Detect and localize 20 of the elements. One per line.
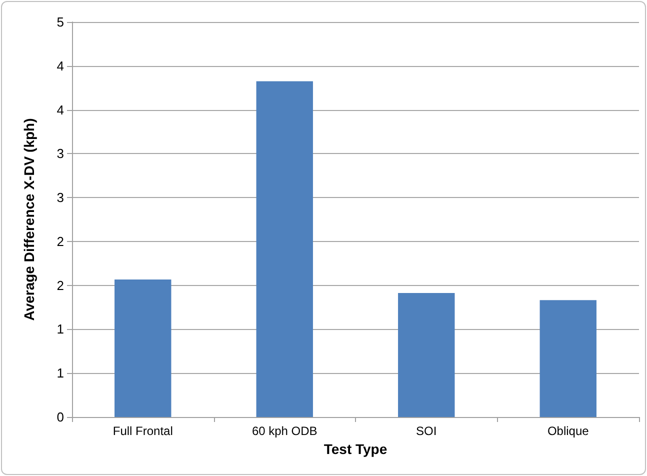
y-tick-label: 3 (56, 146, 64, 162)
y-tick-label: 0 (56, 410, 64, 424)
bar (540, 300, 596, 417)
x-axis-title: Test Type (324, 440, 388, 457)
y-tick-label: 4 (56, 102, 64, 118)
y-tick-label: 5 (56, 14, 64, 30)
y-tick-label: 4 (56, 58, 64, 74)
y-tick-label: 3 (56, 190, 64, 206)
x-tick-label: Full Frontal (112, 424, 173, 438)
y-axis-title: Average Difference X-DV (kph) (21, 118, 37, 321)
y-tick-label: 1 (56, 366, 64, 381)
bar (398, 292, 455, 417)
y-tick-label: 2 (56, 234, 64, 249)
y-tick-label: 2 (56, 278, 64, 293)
bar (256, 81, 313, 417)
x-tick-label: SOI (416, 424, 437, 438)
x-tick-label: Oblique (547, 424, 590, 438)
x-tick-label: 60 kph ODB (252, 424, 318, 438)
bar (114, 280, 172, 417)
y-tick-label: 1 (56, 322, 64, 337)
